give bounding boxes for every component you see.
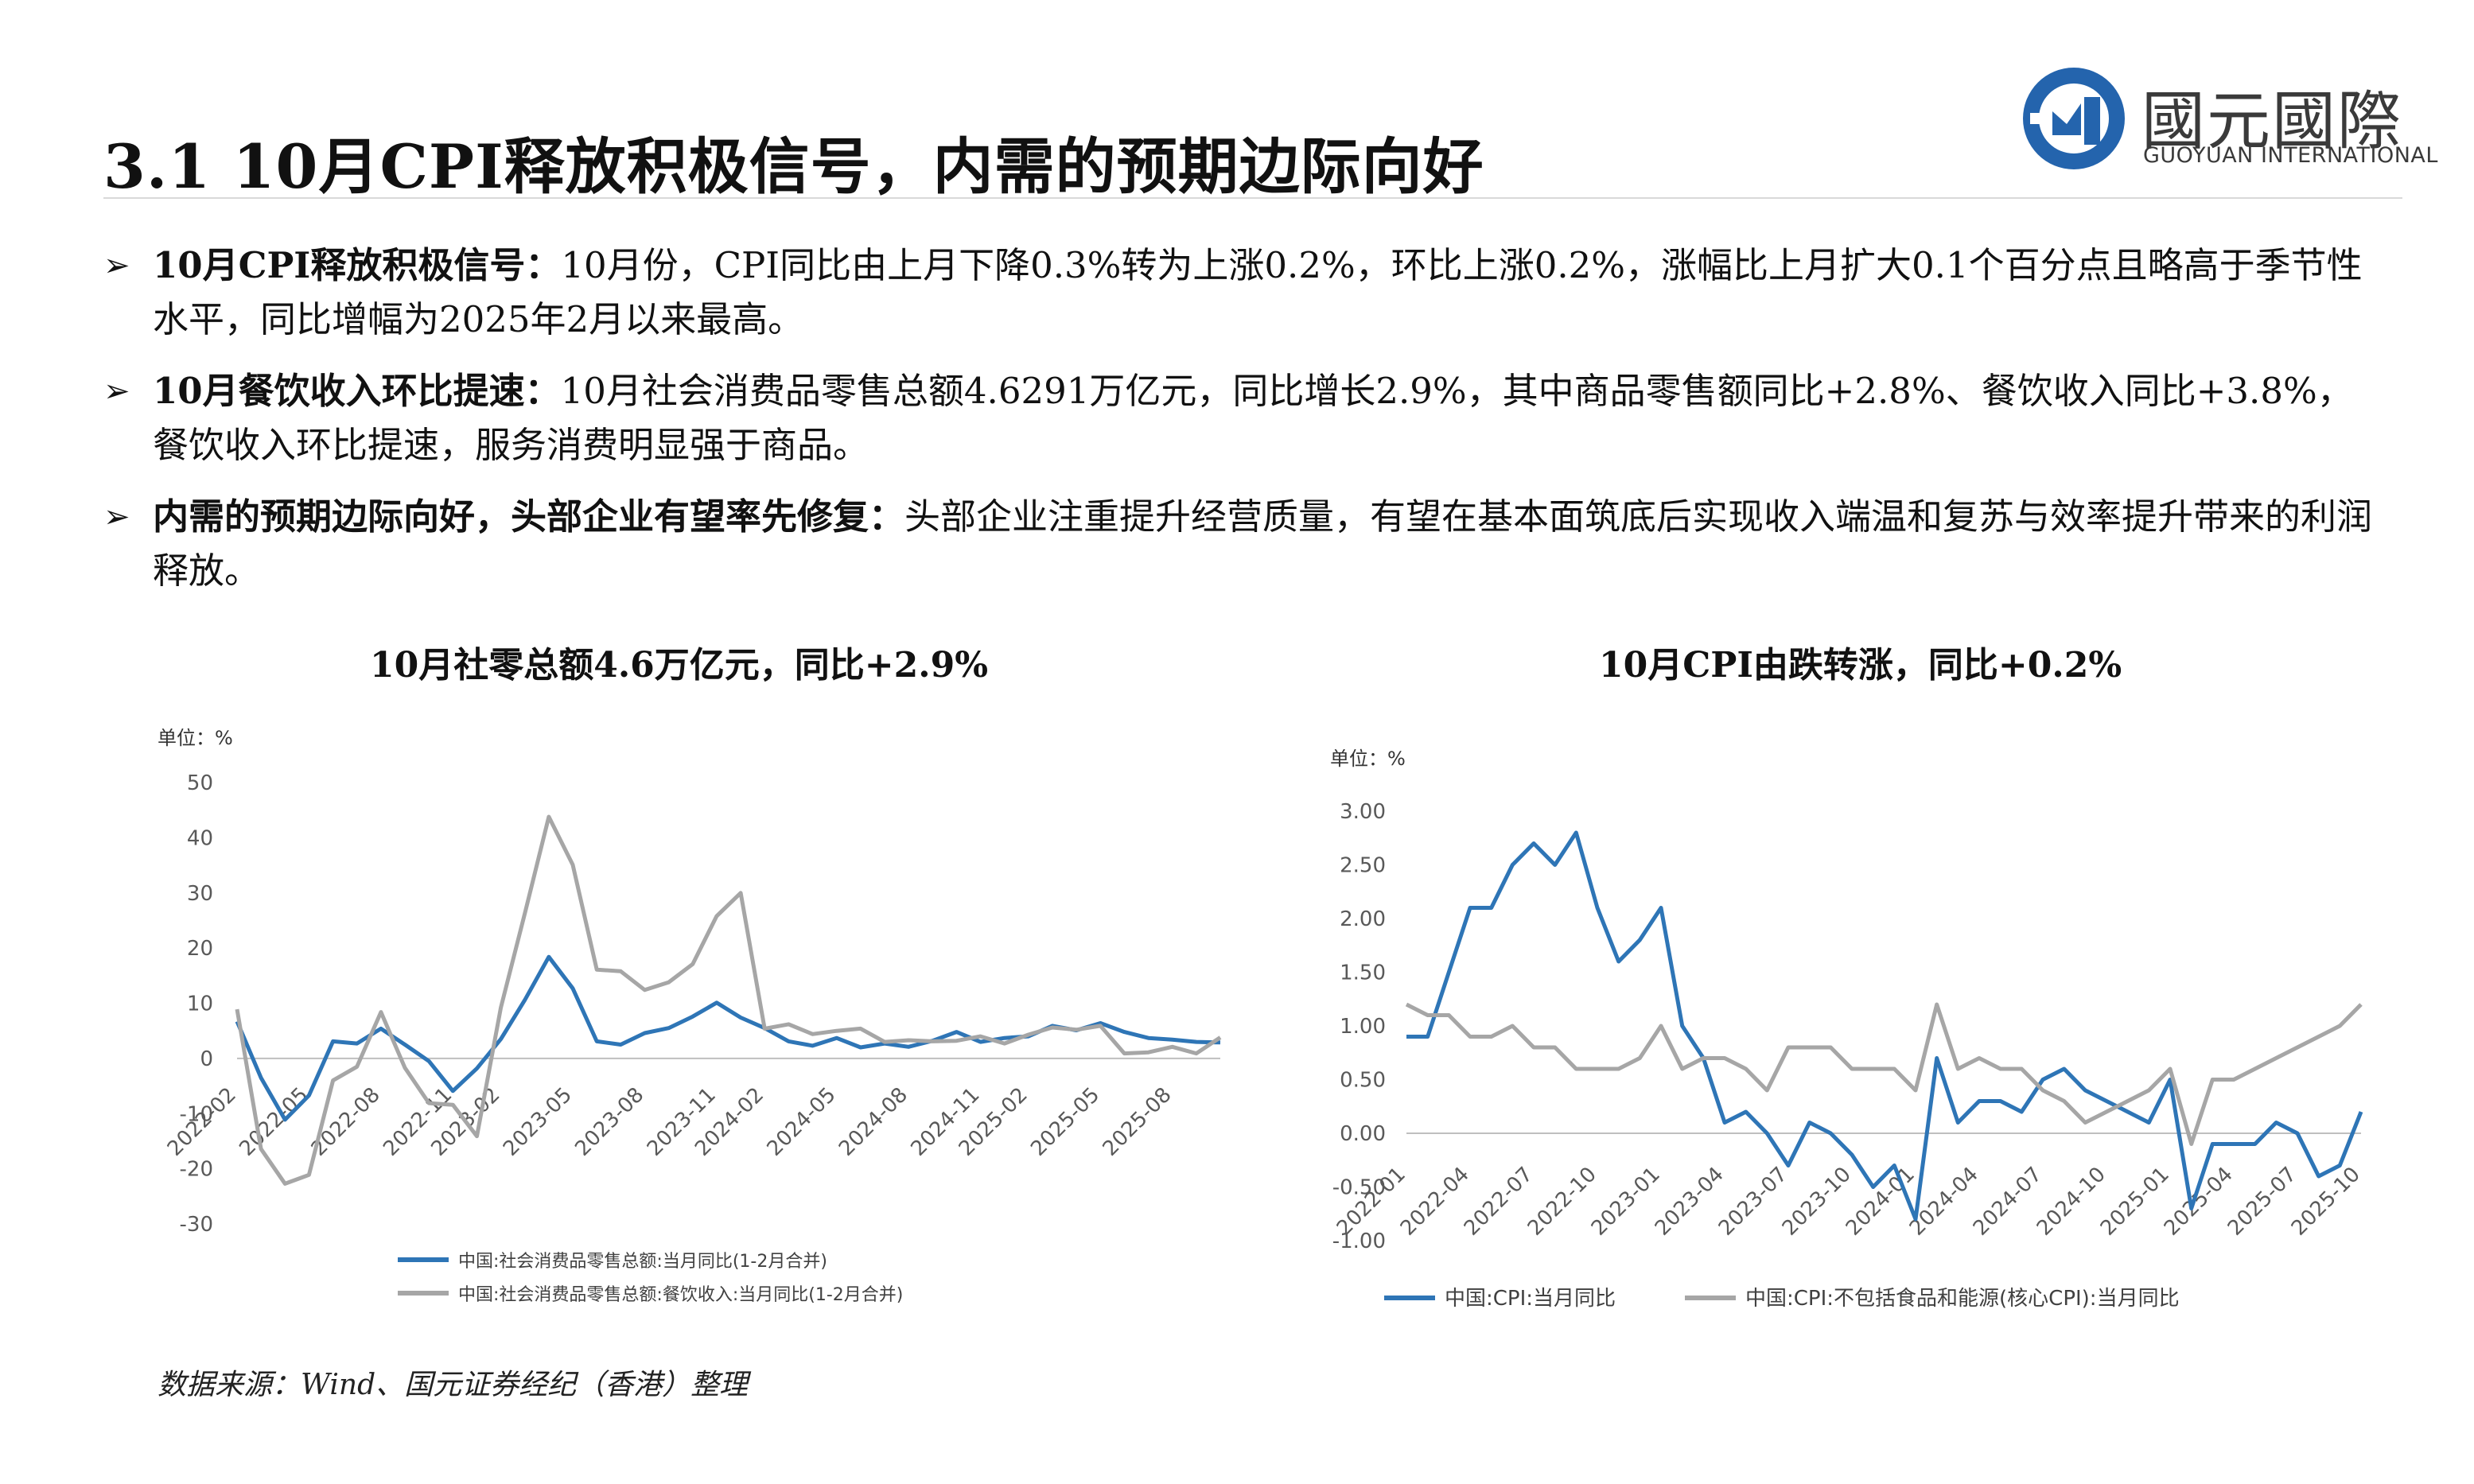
x-tick-label: 2023-04 — [1651, 1163, 1729, 1241]
y-tick-label: 2.50 — [1340, 854, 1386, 878]
x-tick-label: 2022-10 — [1523, 1163, 1601, 1241]
bullet-heading: 内需的预期边际向好，头部企业有望率先修复： — [153, 495, 905, 538]
x-tick-label: 2025-05 — [1026, 1083, 1104, 1161]
bullet-text: 10月份，CPI同比由上月下降0.3%转为上涨0.2%，环比上涨0.2%，涨幅比… — [153, 244, 2363, 340]
arrow-bullet-icon: ➢ — [103, 499, 130, 535]
x-tick-label: 2023-02 — [427, 1083, 505, 1161]
x-tick-label: 2025-08 — [1099, 1083, 1177, 1161]
x-tick-label: 2023-01 — [1587, 1163, 1665, 1241]
x-tick-label: 2024-04 — [1905, 1163, 1983, 1241]
chart-title-retail: 10月社零总额4.6万亿元，同比+2.9% — [370, 645, 989, 686]
bullet-text: 10月社会消费品零售总额4.6291万亿元，同比增长2.9%，其中商品零售额同比… — [153, 370, 2353, 466]
x-tick-label: 2023-10 — [1778, 1163, 1856, 1241]
legend-entry: 中国:CPI:当月同比 — [1445, 1287, 1616, 1311]
bullet-item: ➢ 10月餐饮收入环比提速：10月社会消费品零售总额4.6291万亿元，同比增长… — [103, 364, 2386, 472]
x-tick-label: 2022-05 — [235, 1083, 313, 1161]
bullet-item: ➢ 内需的预期边际向好，头部企业有望率先修复：头部企业注重提升经营质量，有望在基… — [103, 490, 2386, 598]
y-tick-label: -20 — [180, 1158, 213, 1182]
series-line-1 — [235, 814, 1222, 1186]
series-line-0 — [1406, 830, 2363, 1222]
bullet-item: ➢ 10月CPI释放积极信号：10月份，CPI同比由上月下降0.3%转为上涨0.… — [103, 239, 2386, 347]
x-tick-label: 2022-11 — [379, 1083, 457, 1161]
y-tick-label: 10 — [187, 993, 213, 1016]
x-tick-label: 2024-02 — [690, 1083, 768, 1161]
y-tick-label: 0 — [200, 1047, 213, 1071]
y-tick-label: 3.00 — [1340, 800, 1386, 824]
y-tick-label: -1.00 — [1332, 1230, 1386, 1253]
unit-label: 单位：% — [1330, 748, 1406, 770]
y-tick-label: 0.50 — [1340, 1069, 1386, 1093]
bullet-text: 头部企业注重提升经营质量，有望在基本面筑底后实现收入端温和复苏与效率提升带来的利… — [153, 495, 2373, 592]
arrow-bullet-icon: ➢ — [103, 247, 130, 284]
unit-label: 单位：% — [158, 727, 233, 749]
x-tick-label: 2025-02 — [955, 1083, 1033, 1161]
bullet-heading: 10月CPI释放积极信号： — [153, 244, 562, 286]
y-tick-label: 50 — [187, 771, 213, 795]
x-tick-label: 2024-10 — [2032, 1163, 2110, 1241]
series-line-0 — [235, 954, 1221, 1122]
y-tick-label: -10 — [180, 1102, 213, 1126]
x-tick-label: 2022-04 — [1396, 1163, 1474, 1241]
logo-english-text: GUOYUAN INTERNATIONAL — [2143, 143, 2438, 168]
y-tick-label: 40 — [187, 826, 213, 850]
x-tick-label: 2022-07 — [1460, 1163, 1538, 1241]
title-divider — [103, 197, 2402, 199]
x-tick-label: 2022-01 — [1332, 1163, 1410, 1241]
y-tick-label: 30 — [187, 882, 213, 906]
x-tick-label: 2025-01 — [2096, 1163, 2174, 1241]
series-line-1 — [1405, 1002, 2363, 1146]
x-tick-label: 2025-07 — [2223, 1163, 2301, 1241]
x-tick-label: 2022-08 — [307, 1083, 385, 1161]
x-tick-label: 2025-10 — [2287, 1163, 2365, 1241]
x-tick-label: 2023-08 — [570, 1083, 648, 1161]
logo-mark-icon — [2023, 68, 2125, 169]
x-tick-label: 2025-04 — [2160, 1163, 2238, 1241]
x-tick-label: 2023-11 — [643, 1083, 721, 1161]
page-title: 3.1 10月CPI释放积极信号，内需的预期边际向好 — [103, 131, 1484, 202]
x-tick-label: 2024-07 — [1969, 1163, 2047, 1241]
legend-entry: 中国:社会消费品零售总额:餐饮收入:当月同比(1-2月合并) — [458, 1285, 903, 1305]
data-source-note: 数据来源：Wind、国元证券经纪（香港）整理 — [158, 1369, 749, 1401]
bullet-heading: 10月餐饮收入环比提速： — [153, 370, 561, 412]
x-tick-label: 2023-05 — [499, 1083, 577, 1161]
y-tick-label: 20 — [187, 937, 213, 961]
y-tick-label: 2.00 — [1340, 907, 1386, 931]
bullet-list: ➢ 10月CPI释放积极信号：10月份，CPI同比由上月下降0.3%转为上涨0.… — [103, 239, 2386, 616]
x-tick-label: 2024-01 — [1842, 1163, 1920, 1241]
chart-title-cpi: 10月CPI由跌转涨，同比+0.2% — [1599, 645, 2122, 686]
y-tick-label: 0.00 — [1340, 1122, 1386, 1146]
y-tick-label: -30 — [180, 1213, 213, 1237]
y-tick-label: 1.00 — [1340, 1015, 1386, 1039]
x-tick-label: 2022-02 — [163, 1083, 241, 1161]
y-tick-label: 1.50 — [1340, 961, 1386, 985]
company-logo: 國元國際 GUOYUAN INTERNATIONAL — [2021, 65, 2437, 177]
x-tick-label: 2024-05 — [763, 1083, 841, 1161]
y-tick-label: -0.50 — [1332, 1176, 1386, 1200]
arrow-bullet-icon: ➢ — [103, 373, 130, 410]
x-tick-label: 2023-07 — [1714, 1163, 1792, 1241]
legend-entry: 中国:CPI:不包括食品和能源(核心CPI):当月同比 — [1745, 1287, 2180, 1311]
x-tick-label: 2024-11 — [906, 1083, 984, 1161]
legend-entry: 中国:社会消费品零售总额:当月同比(1-2月合并) — [458, 1252, 827, 1272]
x-tick-label: 2024-08 — [834, 1083, 912, 1161]
logo-chinese-text: 國元國際 — [2141, 84, 2402, 158]
